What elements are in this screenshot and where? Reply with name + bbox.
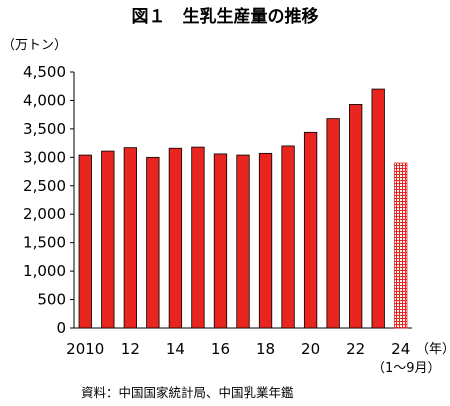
y-tick-label: 3,500 <box>23 120 66 138</box>
y-tick-label: 4,000 <box>23 91 66 109</box>
y-tick-label: 1,000 <box>23 262 66 280</box>
bar <box>258 152 273 329</box>
x-tick-label: 22 <box>346 340 365 358</box>
x-tick-label: 14 <box>166 340 185 358</box>
bar <box>191 146 205 329</box>
y-axis: 0 500 1,000 1,500 2,000 2,500 3,000 3,500 4,000 4… <box>23 63 74 337</box>
x-axis-unit: （年） <box>416 342 450 357</box>
x-tick-label: 16 <box>211 340 230 358</box>
x-tick-label: 2010 <box>66 340 104 358</box>
y-tick-label: 0 <box>56 319 66 337</box>
chart-title: 図１ 生乳生産量の推移 <box>132 6 319 27</box>
bar <box>123 147 137 329</box>
bar <box>236 154 250 329</box>
y-axis-unit: （万トン） <box>2 38 67 53</box>
bar <box>349 104 363 329</box>
y-tick-label: 1,500 <box>23 234 66 252</box>
bar-partial-year <box>394 162 408 329</box>
y-tick-label: 2,000 <box>23 205 66 223</box>
bar <box>303 131 318 329</box>
partial-year-note: （1～9月） <box>372 361 441 376</box>
bar <box>101 150 115 329</box>
y-tick-label: 4,500 <box>23 63 66 81</box>
y-tick-label: 3,000 <box>23 148 66 166</box>
x-tick-label: 24 <box>391 340 410 358</box>
bar <box>371 88 385 329</box>
x-tick-label: 12 <box>121 340 140 358</box>
bars <box>78 88 408 329</box>
bar <box>326 118 340 329</box>
bar <box>168 147 183 329</box>
bar <box>213 153 228 329</box>
y-tick-label: 2,500 <box>23 177 66 195</box>
x-tick-label: 20 <box>301 340 320 358</box>
bar <box>78 154 92 329</box>
bar <box>281 145 295 329</box>
x-axis: 2010 12 14 16 18 20 22 24 <box>66 340 410 358</box>
x-tick-label: 18 <box>256 340 275 358</box>
bar <box>146 156 160 329</box>
source-note: 資料：中国国家統計局、中国乳業年鑑 <box>81 385 294 400</box>
y-tick-label: 500 <box>37 291 66 309</box>
